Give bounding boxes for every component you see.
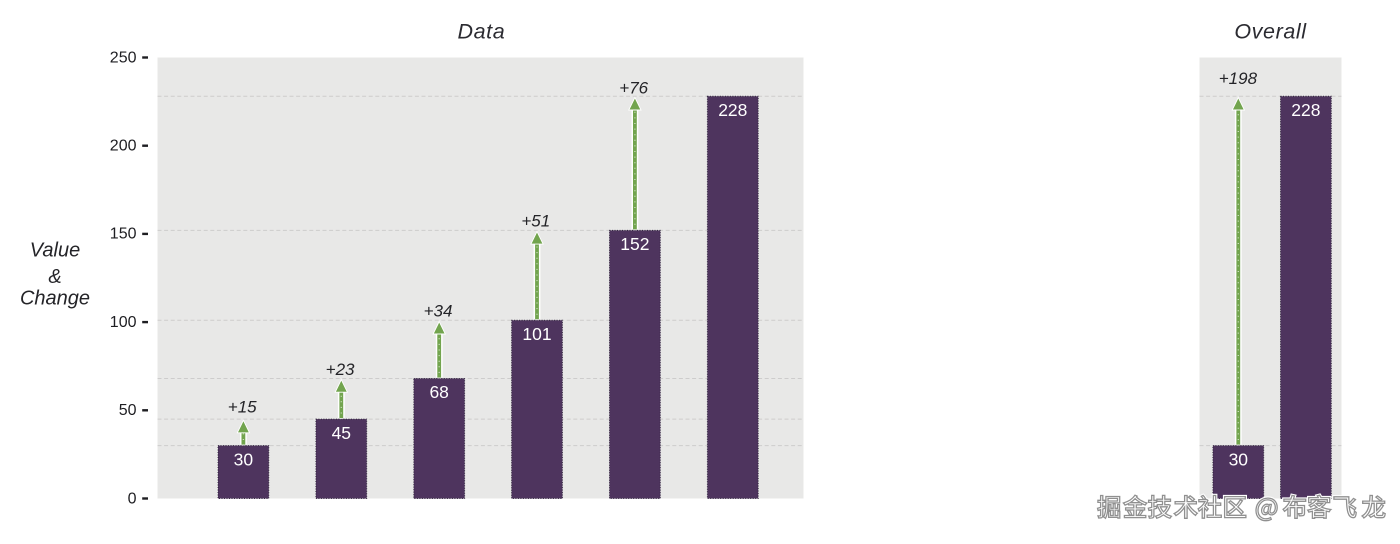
svg-text:228: 228 <box>718 100 747 120</box>
svg-text:Data: Data <box>457 20 505 44</box>
svg-text:30: 30 <box>1229 449 1249 469</box>
svg-text:&: & <box>48 266 61 288</box>
svg-text:+23: +23 <box>326 360 355 379</box>
svg-text:101: 101 <box>522 324 551 344</box>
svg-text:+76: +76 <box>619 79 648 98</box>
svg-text:Change: Change <box>20 288 90 310</box>
svg-text:30: 30 <box>234 449 254 469</box>
svg-text:68: 68 <box>429 382 448 402</box>
svg-text:250: 250 <box>110 49 137 66</box>
svg-text:Value: Value <box>30 240 80 262</box>
svg-text:100: 100 <box>110 314 137 331</box>
svg-text:45: 45 <box>332 423 351 443</box>
svg-text:0: 0 <box>128 490 137 507</box>
svg-text:+34: +34 <box>424 302 453 321</box>
svg-text:150: 150 <box>110 226 137 243</box>
svg-text:152: 152 <box>620 234 649 254</box>
svg-text:+15: +15 <box>228 397 257 416</box>
svg-text:+51: +51 <box>521 212 550 231</box>
svg-text:Overall: Overall <box>1234 20 1307 44</box>
svg-text:228: 228 <box>1291 100 1320 120</box>
svg-text:50: 50 <box>119 402 137 419</box>
svg-text:+198: +198 <box>1219 69 1258 88</box>
svg-text:200: 200 <box>110 138 137 155</box>
